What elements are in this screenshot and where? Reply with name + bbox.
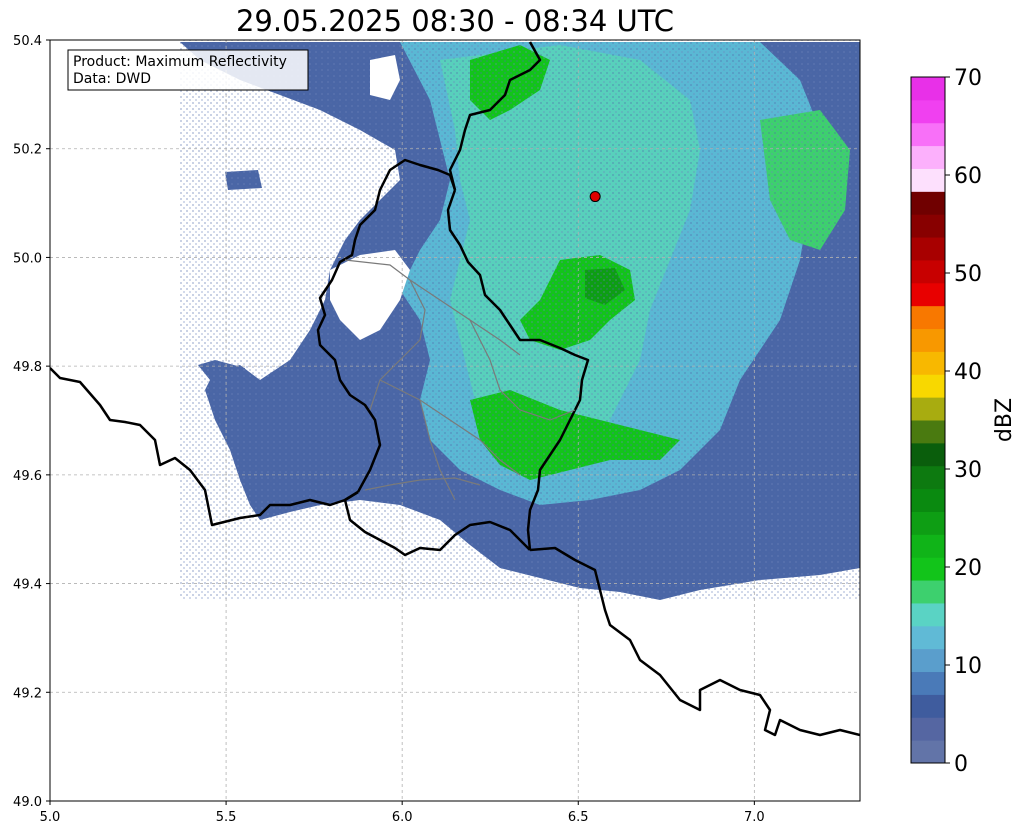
colorbar-frame <box>910 76 946 764</box>
border-germany-lux-east <box>446 189 590 551</box>
map-plot-area <box>50 40 860 801</box>
district-borders <box>344 259 576 501</box>
colorbar-tick-label-6: 60 <box>954 164 982 189</box>
district-border-6 <box>364 477 481 491</box>
colorbar-segment-6 <box>911 602 945 627</box>
colorbar-segment-9 <box>911 534 945 558</box>
border-lux-west <box>316 158 457 493</box>
district-border-1 <box>344 259 426 411</box>
colorbar-segment-19 <box>911 305 945 330</box>
x-tick-label-1: 5.5 <box>216 810 237 825</box>
colorbar-segment-24 <box>911 191 945 215</box>
colorbar-segment-29 <box>911 77 945 101</box>
colorbar-segment-21 <box>911 259 945 284</box>
colorbar-segment-17 <box>911 351 945 375</box>
colorbar-segment-18 <box>911 328 945 352</box>
y-tick-label-0: 49.0 <box>13 795 42 810</box>
colorbar-segment-4 <box>911 648 945 673</box>
colorbar-unit-label: dBZ <box>992 398 1017 442</box>
colorbar-segment-14 <box>911 420 945 444</box>
colorbar-segment-16 <box>911 374 945 398</box>
radar-site-marker <box>589 191 601 203</box>
colorbar-tick-label-4: 40 <box>954 360 982 385</box>
y-tick-label-6: 50.2 <box>13 143 42 158</box>
clear-area-west <box>330 250 410 340</box>
colorbar-tick-label-2: 20 <box>954 556 982 581</box>
reflectivity-field <box>180 40 860 600</box>
colorbar-segment-12 <box>911 465 945 490</box>
x-axis-ticks: 5.0 5.5 6.0 6.5 7.0 <box>40 801 765 825</box>
x-tick-label-3: 6.5 <box>568 810 589 825</box>
colorbar-segment-10 <box>911 511 945 535</box>
border-north-germany-belgium <box>448 41 542 191</box>
map-gridlines <box>50 40 860 801</box>
info-box-product: Product: Maximum Reflectivity <box>73 54 287 70</box>
colorbar-segment-28 <box>911 99 945 124</box>
colorbar-tick-label-5: 50 <box>954 262 982 287</box>
colorbar: 0 10 20 30 40 50 60 70 <box>910 66 982 777</box>
border-france-germany <box>529 546 860 737</box>
y-tick-label-4: 49.8 <box>13 360 42 375</box>
country-borders <box>50 41 860 737</box>
colorbar-segment-8 <box>911 557 945 581</box>
district-border-3 <box>379 379 521 476</box>
colorbar-tick-label-7: 70 <box>954 66 982 91</box>
colorbar-tick-label-3: 30 <box>954 458 982 483</box>
info-box: Product: Maximum Reflectivity Data: DWD <box>67 49 309 91</box>
colorbar-segment-7 <box>911 580 945 604</box>
border-belgium-luxembourg-north <box>50 367 359 527</box>
y-tick-label-7: 50.4 <box>13 34 42 49</box>
colorbar-segment-25 <box>911 168 945 192</box>
echo-speckle-texture <box>180 40 860 600</box>
map-frame <box>49 39 861 802</box>
info-box-source: Data: DWD <box>73 71 151 87</box>
colorbar-segment-22 <box>911 237 945 261</box>
colorbar-tick-label-1: 10 <box>954 654 982 679</box>
x-tick-label-2: 6.0 <box>392 810 413 825</box>
y-tick-label-5: 50.0 <box>13 251 42 266</box>
colorbar-segment-27 <box>911 122 945 147</box>
district-border-5 <box>469 319 576 421</box>
map-title: 29.05.2025 08:30 - 08:34 UTC <box>236 4 674 38</box>
colorbar-segment-0 <box>911 740 945 764</box>
colorbar-segment-5 <box>911 625 945 650</box>
info-box-frame <box>67 49 309 91</box>
border-luxembourg-loop <box>343 490 531 557</box>
colorbar-segment-2 <box>911 694 945 718</box>
y-tick-label-3: 49.6 <box>13 469 42 484</box>
x-tick-label-4: 7.0 <box>744 810 765 825</box>
colorbar-segment-15 <box>911 397 945 421</box>
colorbar-segment-23 <box>911 214 945 238</box>
colorbar-segment-13 <box>911 442 945 467</box>
y-tick-label-2: 49.4 <box>13 578 42 593</box>
colorbar-tick-label-0: 0 <box>954 752 968 777</box>
y-tick-label-1: 49.2 <box>13 686 42 701</box>
colorbar-segment-11 <box>911 488 945 512</box>
colorbar-segment-3 <box>911 671 945 695</box>
colorbar-segment-1 <box>911 717 945 741</box>
x-tick-label-0: 5.0 <box>40 810 61 825</box>
colorbar-segment-20 <box>911 282 945 307</box>
y-axis-ticks: 49.0 49.2 49.4 49.6 49.8 50.0 50.2 50.4 <box>13 34 50 810</box>
district-border-4 <box>419 399 456 501</box>
clear-area-northwest <box>370 55 400 100</box>
colorbar-segment-26 <box>911 145 945 169</box>
